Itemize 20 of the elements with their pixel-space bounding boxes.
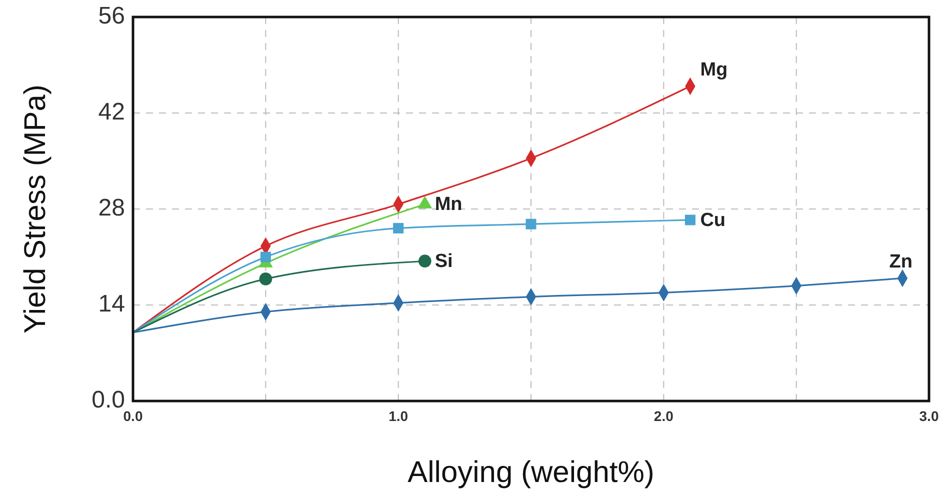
y-tick-label: 14 — [98, 290, 125, 318]
x-axis-title: Alloying (weight%) — [408, 456, 654, 489]
x-tick-label: 3.0 — [919, 408, 939, 424]
point — [526, 218, 536, 230]
series-label: Cu — [700, 210, 726, 231]
series-label: Mn — [434, 194, 462, 216]
y-axis-title: Yield Stress (MPa) — [19, 84, 52, 334]
y-tick-label: 56 — [98, 2, 125, 30]
x-tick-label: 2.0 — [654, 408, 674, 424]
series-label: Mg — [700, 59, 728, 80]
point — [418, 254, 432, 268]
y-tick-label: 28 — [98, 194, 125, 222]
x-tick-label: 1.0 — [388, 408, 408, 424]
x-tick-label: 0.0 — [123, 408, 143, 424]
y-tick-label: 42 — [98, 98, 125, 126]
point — [393, 222, 404, 234]
series-label: Si — [434, 251, 453, 272]
point — [259, 272, 272, 286]
series-label: Zn — [889, 251, 912, 272]
point — [684, 214, 696, 226]
